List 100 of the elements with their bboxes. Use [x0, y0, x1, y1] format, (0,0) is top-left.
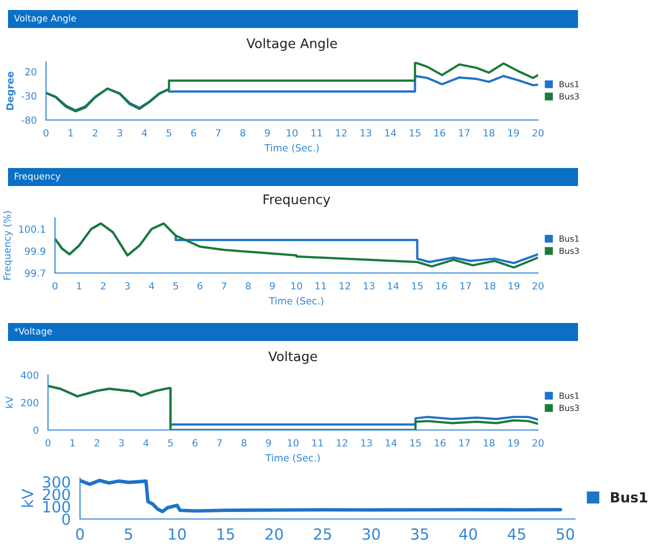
x-tick-label: 6	[197, 282, 202, 290]
y-tick-label: -80	[22, 116, 36, 124]
x-tick-label: 5	[124, 528, 132, 540]
x-tick-label: 19	[508, 129, 519, 137]
y-tick-label: 100.1	[19, 225, 46, 233]
x-tick-label: 15	[412, 282, 423, 290]
line-series	[46, 74, 538, 112]
y-tick-label: 200	[21, 398, 38, 406]
x-tick-label: 16	[436, 282, 447, 290]
x-tick-label: 8	[240, 129, 246, 137]
x-tick-label: 45	[508, 528, 526, 540]
x-tick-label: 4	[143, 439, 149, 446]
x-tick-label: 13	[360, 129, 372, 137]
x-tick-label: 2	[92, 129, 98, 136]
x-tick-label: 12	[336, 129, 346, 136]
x-tick-label: 20	[532, 439, 544, 447]
legend-label: Bus1	[611, 492, 648, 503]
text: *Voltage	[14, 328, 52, 336]
x-tick-label: 15	[410, 129, 420, 137]
y-tick-label: 100	[43, 501, 70, 513]
x-tick-label: 5	[168, 439, 173, 447]
x-tick-label: 11	[316, 282, 326, 290]
x-tick-label: 30	[362, 528, 380, 540]
x-tick-label: 16	[434, 129, 446, 137]
x-tick-label: 14	[388, 282, 399, 290]
x-tick-label: 16	[434, 439, 446, 447]
x-tick-label: 14	[386, 439, 397, 446]
y-axis-title: kV	[5, 396, 13, 408]
x-tick-label: 19	[508, 282, 520, 290]
x-tick-label: 3	[117, 129, 122, 137]
x-tick-label: 18	[484, 129, 494, 137]
x-tick-label: 1	[77, 282, 82, 290]
y-tick-label: 0	[62, 513, 70, 526]
x-tick-label: 10	[288, 439, 299, 447]
x-tick-label: 4	[148, 282, 154, 290]
x-tick-label: 12	[336, 439, 348, 446]
x-tick-label: 15	[218, 528, 234, 540]
x-tick-label: 9	[270, 282, 275, 290]
legend-label: Bus3	[560, 404, 579, 412]
x-tick-label: 6	[192, 439, 198, 447]
legend-label: Bus3	[560, 248, 579, 254]
line-series	[46, 62, 538, 112]
x-tick-label: 1	[68, 129, 73, 136]
chart-title: Frequency	[264, 194, 330, 207]
x-tick-label: 1	[70, 439, 75, 446]
x-tick-label: 50	[556, 528, 574, 540]
y-tick-label: 300	[42, 476, 70, 488]
x-tick-label: 7	[222, 282, 226, 290]
x-tick-label: 9	[266, 439, 271, 447]
x-tick-label: 13	[361, 439, 372, 447]
line-series	[80, 478, 562, 514]
chart-title: Voltage Angle	[246, 38, 337, 51]
x-tick-label: 13	[364, 282, 374, 290]
y-tick-label: -30	[22, 92, 36, 100]
x-axis-title: Time (Sec.)	[265, 454, 320, 463]
y-axis-title: Degree	[6, 72, 16, 110]
x-tick-label: 20	[266, 528, 283, 540]
x-axis-title: Time (Sec.)	[264, 144, 319, 153]
x-tick-label: 12	[340, 282, 350, 290]
x-tick-label: 8	[242, 439, 246, 447]
legend-label: Bus3	[560, 93, 579, 100]
y-tick-label: 0	[33, 426, 38, 434]
x-tick-label: 25	[314, 528, 332, 540]
x-tick-label: 8	[246, 282, 251, 290]
x-tick-label: 11	[312, 439, 323, 446]
legend-label: Bus1	[560, 392, 579, 399]
y-tick-label: 20	[25, 68, 36, 76]
x-tick-label: 20	[532, 129, 544, 137]
y-tick-label: 99.9	[24, 247, 46, 255]
x-tick-label: 10	[169, 528, 186, 540]
x-tick-label: 3	[125, 282, 130, 290]
y-tick-label: 400	[20, 371, 38, 379]
x-tick-label: 17	[460, 282, 471, 290]
x-tick-label: 15	[410, 439, 421, 447]
x-tick-label: 7	[216, 129, 220, 136]
x-tick-label: 18	[484, 439, 495, 447]
x-tick-label: 4	[142, 129, 147, 136]
chart-title: Voltage	[268, 351, 318, 364]
x-tick-label: 6	[191, 129, 196, 137]
x-tick-label: 20	[532, 282, 544, 290]
x-tick-label: 0	[76, 528, 84, 540]
x-tick-label: 19	[508, 439, 519, 447]
x-tick-label: 9	[264, 129, 270, 137]
x-tick-label: 40	[459, 528, 477, 540]
x-tick-label: 3	[119, 439, 124, 447]
y-axis-title: Frequency (%)	[3, 211, 13, 280]
x-tick-label: 5	[173, 282, 178, 290]
x-tick-label: 2	[94, 439, 100, 446]
x-tick-label: 10	[286, 129, 298, 137]
x-tick-label: 11	[311, 129, 322, 136]
x-tick-label: 5	[166, 129, 172, 137]
x-tick-label: 35	[411, 528, 428, 540]
y-axis-title: kV	[21, 488, 34, 507]
x-tick-label: 17	[459, 129, 470, 136]
x-tick-label: 17	[459, 439, 470, 446]
y-tick-label: 99.7	[24, 269, 46, 277]
legend-label: Bus1	[560, 81, 579, 88]
x-axis-title: Time (Sec.)	[268, 296, 324, 306]
text: Voltage Angle	[14, 14, 76, 24]
y-tick-label: 200	[42, 488, 70, 500]
